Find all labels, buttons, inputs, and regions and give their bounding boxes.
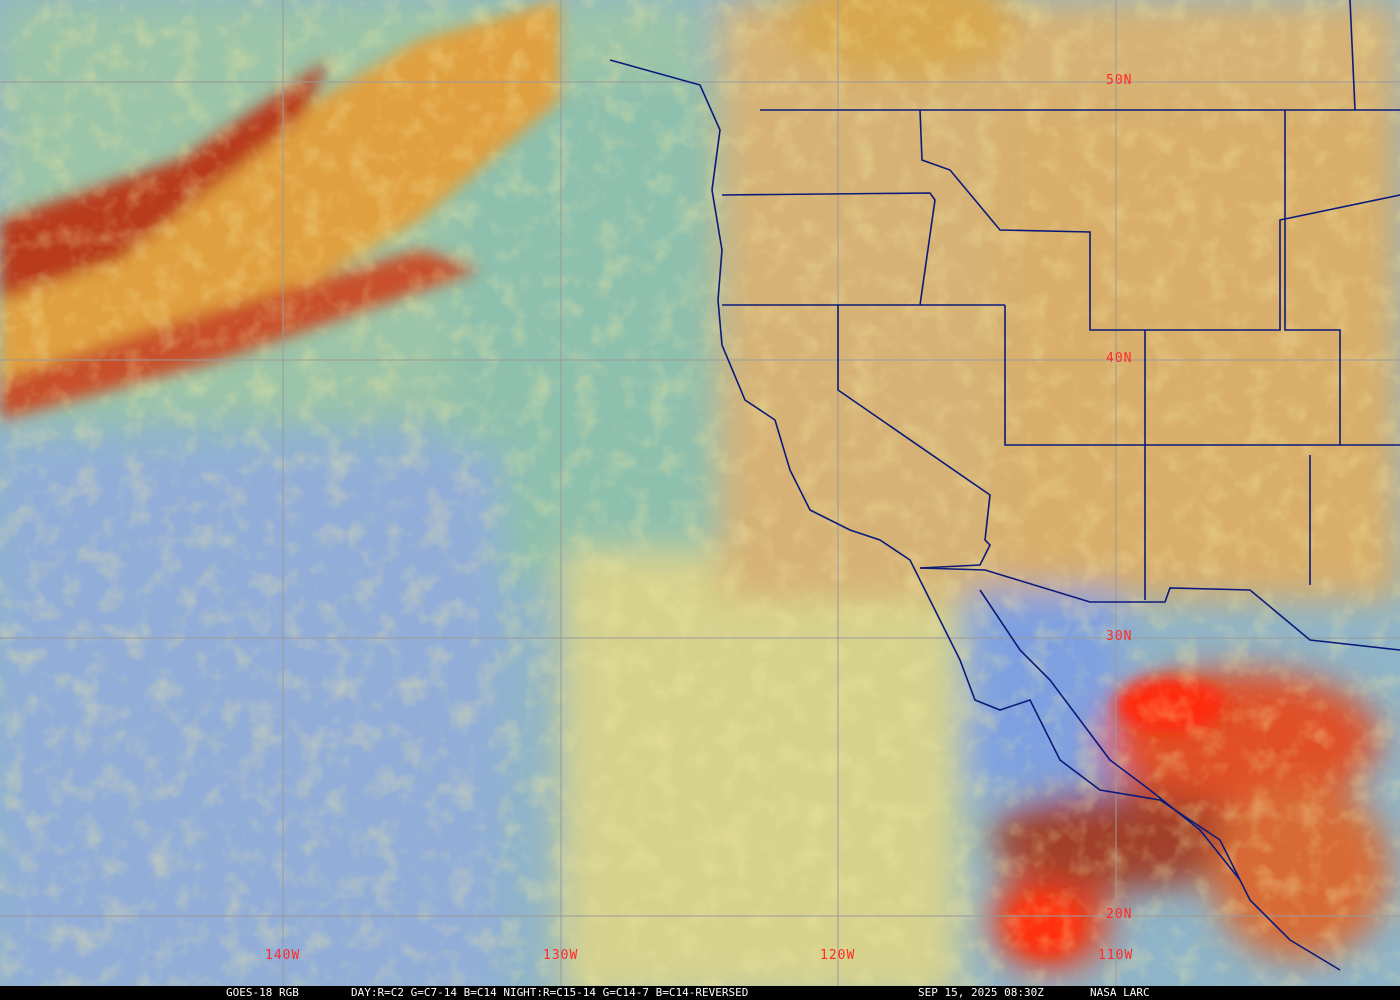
- credit: NASA LARC: [1090, 986, 1150, 999]
- ca-nv-border: [837, 305, 991, 569]
- rgb-recipe: DAY:R=C2 G=C7-14 B=C14 NIGHT:R=C15-14 G=…: [351, 986, 749, 999]
- west-coast: [609, 59, 1341, 971]
- lon-label-140w: 140W: [265, 948, 301, 963]
- lon-label-120w: 120W: [820, 948, 856, 963]
- lon-label-130w: 130W: [543, 948, 579, 963]
- lat-label-40n: 40N: [1106, 351, 1133, 366]
- idaho: [919, 109, 1400, 331]
- wyoming: [1284, 110, 1341, 445]
- lat-label-20n: 20N: [1106, 907, 1133, 922]
- oregon-border: [721, 192, 936, 306]
- montana: [1349, 0, 1356, 111]
- lon-label-110w: 110W: [1098, 948, 1134, 963]
- nevada-utah: [1004, 305, 1400, 446]
- gulf-of-california: [979, 589, 1241, 881]
- lat-label-30n: 30N: [1106, 629, 1133, 644]
- timestamp: SEP 15, 2025 08:30Z: [918, 986, 1044, 999]
- image-caption-bar: GOES-18 RGB DAY:R=C2 G=C7-14 B=C14 NIGHT…: [0, 986, 1400, 1000]
- coastlines-and-borders: [609, 0, 1400, 971]
- product-name: GOES-18 RGB: [226, 986, 299, 999]
- lat-label-50n: 50N: [1106, 73, 1133, 88]
- mexico-border: [919, 567, 1400, 651]
